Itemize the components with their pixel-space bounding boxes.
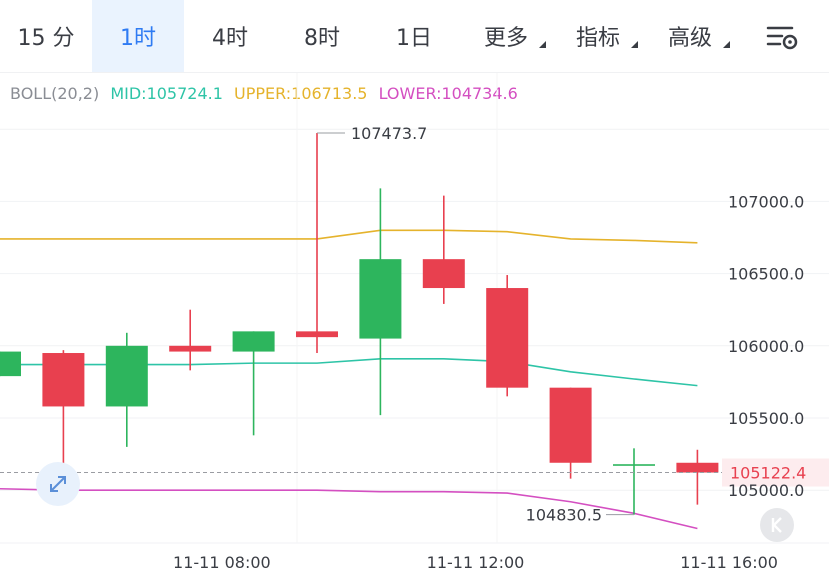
tab-label: 更多: [483, 26, 528, 51]
tab-2[interactable]: 4时: [184, 0, 276, 72]
candle-body: [42, 353, 85, 407]
boll-upper-line: [0, 229, 698, 244]
candle-body: [486, 288, 529, 388]
k-chevron-icon[interactable]: [760, 508, 794, 542]
tab-7[interactable]: 高级: [644, 0, 736, 72]
candle-body: [169, 345, 212, 352]
legend-boll: BOLL(20,2): [10, 84, 100, 103]
dropdown-triangle-icon: [723, 41, 730, 48]
y-tick-label: 105500.0: [728, 409, 804, 428]
boll-legend: BOLL(20,2) MID:105724.1 UPPER:106713.5 L…: [10, 84, 524, 103]
tab-1[interactable]: 1时: [92, 0, 184, 72]
legend-lower: LOWER:104734.6: [378, 84, 518, 103]
tab-5[interactable]: 更多: [460, 0, 552, 72]
dropdown-triangle-icon: [539, 41, 546, 48]
y-tick-label: 106000.0: [728, 337, 804, 356]
candle-body: [105, 345, 148, 407]
candle-body: [613, 464, 655, 466]
tabs-divider: [0, 72, 829, 73]
candle-body: [359, 259, 402, 339]
tab-label: 1时: [120, 26, 156, 51]
tab-label: 1日: [396, 26, 432, 51]
boll-mid-line: [0, 357, 698, 387]
candle-body: [0, 351, 21, 377]
tab-label: 15 分: [17, 26, 75, 51]
y-tick-label: 107000.0: [728, 192, 804, 211]
candle-body: [676, 462, 719, 473]
tab-label: 8时: [304, 26, 340, 51]
x-tick-label: 11-11 08:00: [173, 553, 271, 572]
candle-body: [296, 331, 338, 338]
tab-0[interactable]: 15 分: [0, 0, 92, 72]
legend-mid: MID:105724.1: [110, 84, 223, 103]
tab-label: 高级: [667, 26, 712, 51]
current-price-label: 105122.4: [730, 464, 806, 483]
tab-3[interactable]: 8时: [276, 0, 368, 72]
legend-upper: UPPER:106713.5: [234, 84, 368, 103]
high-annotation-label: 107473.7: [351, 124, 427, 143]
current-price-box: [722, 458, 829, 487]
low-annotation-label: 104830.5: [526, 506, 602, 525]
x-tick-label: 11-11 12:00: [427, 553, 525, 572]
tab-6[interactable]: 指标: [552, 0, 644, 72]
x-tick-label: 11-11 16:00: [680, 553, 778, 572]
candle-body: [422, 259, 465, 289]
boll-lower-line: [0, 487, 698, 530]
dropdown-triangle-icon: [631, 41, 638, 48]
interval-tabs: 15 分 1时 4时 8时 1日 更多 指标 高级: [0, 0, 829, 72]
tab-4[interactable]: 1日: [368, 0, 460, 72]
chart-settings-icon[interactable]: [762, 20, 802, 54]
candle-body: [549, 387, 592, 463]
y-tick-label: 106500.0: [728, 265, 804, 284]
tab-label: 4时: [212, 26, 248, 51]
tab-label: 指标: [575, 26, 620, 51]
y-tick-label: 105000.0: [728, 481, 804, 500]
candle-body: [232, 331, 275, 352]
expand-arrows-icon[interactable]: [36, 462, 80, 506]
